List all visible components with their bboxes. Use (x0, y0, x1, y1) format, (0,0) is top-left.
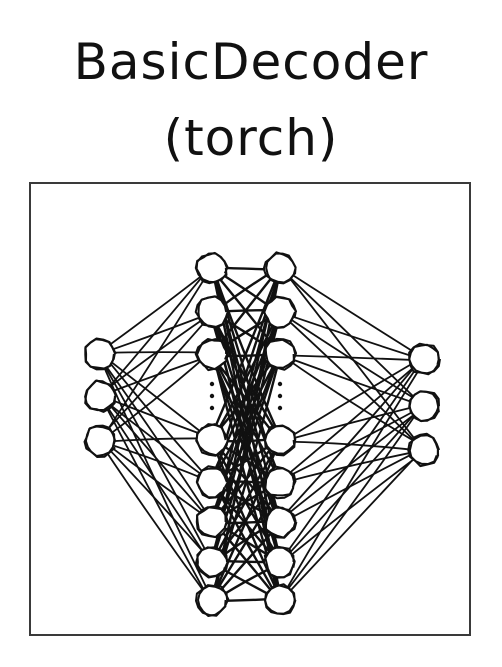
connection-input-2-to-hidden-1-0 (99, 268, 212, 442)
connection-hidden-2-1-to-output-1 (278, 311, 426, 406)
node-input-0 (84, 337, 117, 371)
connection-hidden-2-7-to-output-1 (277, 404, 423, 602)
connection-input-0-to-hidden-1-7 (98, 354, 213, 600)
neural-network-svg (83, 251, 441, 617)
connection-hidden-2-5-to-output-0 (278, 356, 424, 522)
diagram-title-line-1: BasicDecoder (73, 33, 429, 91)
connection-input-2-to-hidden-1-1 (97, 311, 214, 441)
layer-ellipsis-group (209, 381, 283, 411)
connection-input-2-to-hidden-1-5 (100, 438, 212, 521)
ellipsis-dot-hidden-2-2 (277, 405, 283, 411)
connection-hidden-2-2-to-output-2 (280, 353, 427, 449)
connection-hidden-2-4-to-output-0 (279, 356, 426, 482)
connection-hidden-1-7-to-hidden-2-3 (210, 440, 281, 601)
connection-input-0-to-hidden-1-5 (97, 355, 213, 522)
node-hidden-2-3 (263, 424, 297, 457)
ellipsis-dot-hidden-1-0 (209, 381, 215, 387)
connection-hidden-2-6-to-output-0 (280, 356, 425, 562)
node-hidden-1-4 (195, 465, 230, 499)
node-hidden-1-6 (195, 546, 229, 579)
node-hidden-2-6 (262, 545, 296, 579)
connection-hidden-2-5-to-output-1 (279, 406, 424, 521)
node-hidden-2-2 (263, 337, 298, 371)
node-input-1 (84, 379, 118, 413)
ellipsis-dot-hidden-2-1 (277, 393, 283, 399)
node-hidden-1-3 (195, 423, 230, 457)
node-output-2 (407, 432, 441, 468)
node-output-0 (408, 342, 441, 376)
connection-hidden-2-3-to-output-2 (277, 440, 427, 453)
node-hidden-2-1 (263, 295, 298, 329)
node-hidden-1-2 (194, 338, 229, 372)
diagram-title-line-2: (torch) (163, 109, 339, 167)
network-connections (97, 264, 427, 603)
connection-hidden-2-4-to-output-1 (279, 405, 424, 481)
connection-hidden-2-6-to-output-1 (278, 403, 424, 565)
connection-hidden-2-0-to-output-0 (278, 265, 425, 359)
connection-hidden-2-6-to-output-2 (280, 449, 427, 564)
node-hidden-1-1 (194, 295, 229, 329)
node-hidden-2-0 (262, 251, 297, 285)
connection-hidden-2-3-to-output-0 (281, 356, 424, 443)
connection-hidden-1-3-to-hidden-2-0 (209, 268, 281, 440)
node-hidden-1-5 (195, 505, 229, 539)
node-hidden-2-7 (264, 583, 297, 616)
neural-network-diagram (29, 182, 471, 636)
node-hidden-2-4 (263, 465, 297, 500)
connection-input-2-to-hidden-1-6 (98, 438, 213, 563)
connection-hidden-2-2-to-output-1 (279, 354, 427, 408)
node-hidden-1-7 (195, 584, 230, 617)
connection-input-0-to-hidden-1-0 (97, 267, 213, 354)
connection-input-1-to-hidden-1-0 (100, 265, 212, 398)
connection-hidden-2-1-to-output-0 (278, 311, 424, 361)
connection-input-2-to-hidden-1-7 (98, 441, 213, 603)
connection-hidden-2-7-to-output-0 (278, 359, 426, 603)
connection-hidden-2-3-to-output-1 (279, 403, 424, 443)
ellipsis-dot-hidden-2-0 (277, 381, 283, 387)
ellipsis-dot-hidden-1-2 (209, 405, 215, 411)
node-output-1 (408, 390, 440, 423)
network-nodes (83, 251, 441, 617)
connection-input-1-to-hidden-1-5 (99, 393, 213, 523)
ellipsis-dot-hidden-1-1 (209, 393, 215, 399)
node-input-2 (83, 424, 116, 458)
node-hidden-2-5 (264, 505, 298, 539)
connection-hidden-2-7-to-output-2 (280, 447, 425, 602)
node-hidden-1-0 (194, 251, 229, 285)
